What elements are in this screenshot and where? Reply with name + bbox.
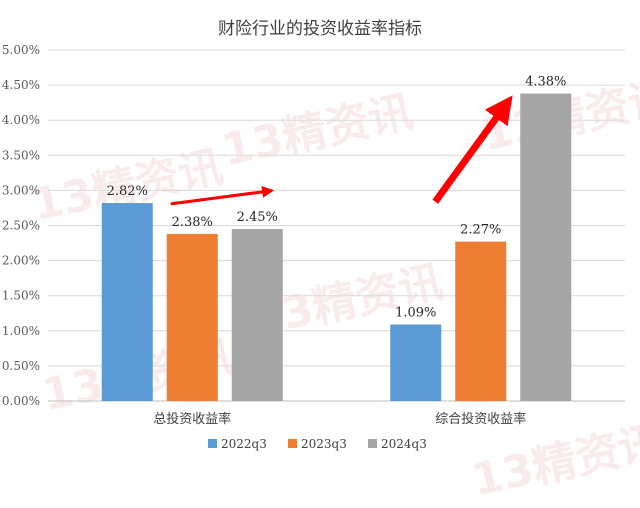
y-tick-label: 5.00% [2,43,40,57]
legend-swatch [208,439,217,448]
bar [520,93,572,402]
data-label: 4.38% [525,75,566,90]
bar [455,241,507,401]
data-label: 2.27% [460,223,501,238]
bar-chart: 0.00% 0.50% 1.00% 1.50% 2.00% 2.50% 3.00% 3.50%… [2,43,625,451]
y-tick-label: 4.00% [2,113,40,127]
legend: 2022q3 2023q3 2024q3 [208,437,427,451]
data-label: 2.82% [107,184,148,199]
data-label: 2.38% [172,215,213,230]
legend-label: 2023q3 [301,437,347,451]
data-label: 2.45% [237,210,278,225]
bar [231,229,283,401]
y-axis: 0.00% 0.50% 1.00% 1.50% 2.00% 2.50% 3.00% 3.50%… [2,43,40,408]
y-tick-label: 4.50% [2,78,40,92]
x-tick-label: 综合投资收益率 [435,411,526,427]
y-tick-label: 1.50% [2,289,40,303]
trend-arrows [170,95,513,206]
legend-label: 2024q3 [381,437,427,451]
y-tick-label: 3.00% [2,183,40,197]
y-tick-label: 2.00% [2,254,40,268]
data-label: 1.09% [395,305,436,320]
data-labels: 2.82% 2.38% 2.45% 1.09% 2.27% 4.38% [107,75,567,321]
y-tick-label: 0.50% [2,359,40,373]
bar [166,233,218,401]
x-axis: 总投资收益率 综合投资收益率 [153,411,526,427]
y-tick-label: 0.00% [2,394,40,408]
trend-arrow [170,185,275,206]
y-tick-label: 1.00% [2,324,40,338]
y-tick-label: 3.50% [2,148,40,162]
y-tick-label: 2.50% [2,219,40,233]
bars [101,93,572,402]
bar [390,324,442,401]
legend-swatch [368,439,377,448]
trend-arrow [432,95,513,204]
legend-label: 2022q3 [221,437,267,451]
chart-title: 财险行业的投资收益率指标 [218,19,422,39]
x-tick-label: 总投资收益率 [153,411,231,427]
bar [101,203,153,401]
legend-swatch [288,439,297,448]
